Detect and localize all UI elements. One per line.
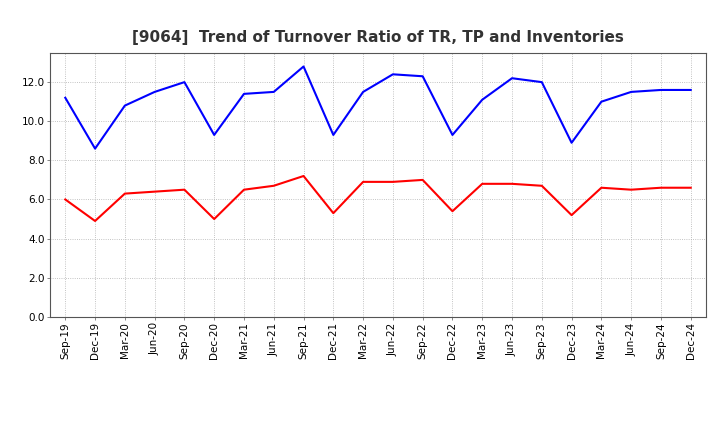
Trade Receivables xyxy=(627,187,636,192)
Trade Payables xyxy=(389,72,397,77)
Trade Payables xyxy=(269,89,278,95)
Trade Payables xyxy=(597,99,606,104)
Trade Payables xyxy=(91,146,99,151)
Trade Payables xyxy=(627,89,636,95)
Trade Payables xyxy=(329,132,338,138)
Trade Receivables xyxy=(359,179,367,184)
Title: [9064]  Trend of Turnover Ratio of TR, TP and Inventories: [9064] Trend of Turnover Ratio of TR, TP… xyxy=(132,29,624,45)
Trade Payables xyxy=(657,87,665,92)
Trade Payables xyxy=(61,95,70,100)
Trade Receivables xyxy=(538,183,546,188)
Trade Payables xyxy=(359,89,367,95)
Trade Receivables xyxy=(210,216,219,222)
Trade Payables xyxy=(120,103,129,108)
Trade Receivables xyxy=(240,187,248,192)
Trade Receivables xyxy=(478,181,487,187)
Trade Payables xyxy=(418,73,427,79)
Trade Receivables xyxy=(180,187,189,192)
Trade Payables xyxy=(300,64,308,69)
Trade Payables xyxy=(508,76,516,81)
Trade Payables xyxy=(180,80,189,85)
Trade Receivables xyxy=(150,189,159,194)
Trade Receivables xyxy=(686,185,695,191)
Trade Receivables xyxy=(61,197,70,202)
Trade Payables xyxy=(567,140,576,145)
Trade Receivables xyxy=(597,185,606,191)
Trade Receivables xyxy=(269,183,278,188)
Trade Receivables xyxy=(418,177,427,183)
Line: Trade Payables: Trade Payables xyxy=(66,66,690,149)
Trade Receivables xyxy=(508,181,516,187)
Trade Receivables xyxy=(389,179,397,184)
Trade Payables xyxy=(150,89,159,95)
Trade Receivables xyxy=(657,185,665,191)
Trade Payables xyxy=(686,87,695,92)
Trade Receivables xyxy=(120,191,129,196)
Trade Receivables xyxy=(300,173,308,179)
Trade Receivables xyxy=(91,218,99,224)
Trade Payables xyxy=(240,91,248,96)
Trade Payables xyxy=(478,97,487,103)
Trade Payables xyxy=(448,132,456,138)
Trade Payables xyxy=(538,80,546,85)
Trade Receivables xyxy=(329,210,338,216)
Trade Receivables xyxy=(448,209,456,214)
Trade Payables xyxy=(210,132,219,138)
Trade Receivables xyxy=(567,213,576,218)
Line: Trade Receivables: Trade Receivables xyxy=(66,176,690,221)
